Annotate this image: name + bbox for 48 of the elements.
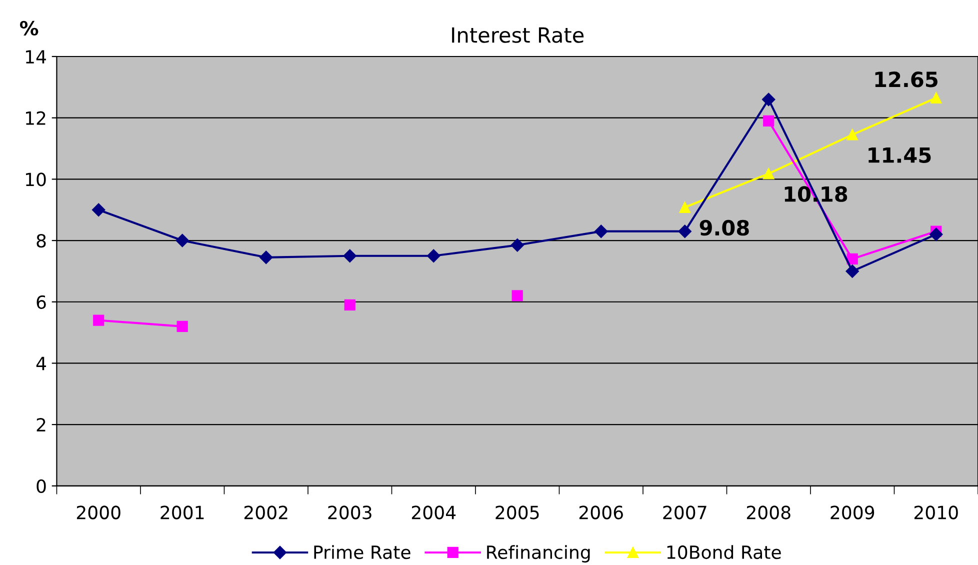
point [594,224,608,238]
chart-title: Interest Rate [452,27,584,43]
data-label: 11.45 [868,147,931,163]
point [92,203,106,216]
x-tick-label: 2008 [746,506,790,520]
point [846,129,858,140]
x-tick-label: 2010 [914,506,958,520]
legend-label: 10Bond Rate [667,545,781,560]
y-tick-label: 6 [36,295,46,309]
point [343,249,356,262]
y-tick-label: 0 [36,479,46,494]
x-tick-label: 2007 [663,506,706,520]
point [344,299,356,310]
point [512,290,523,302]
point [176,320,188,332]
x-tick-label: 2001 [160,506,204,520]
x-tick-label: 2000 [76,506,120,520]
y-tick-label: 12 [26,111,46,125]
point [846,253,858,264]
y-tick-label: 2 [36,418,46,432]
point [510,238,524,252]
x-tick-label: 2003 [328,506,372,520]
y-tick-label: 14 [26,50,46,64]
x-tick-label: 2005 [496,506,539,520]
point [846,264,859,278]
point [930,228,943,241]
point [763,115,774,126]
y-tick-label: 4 [36,356,46,370]
data-label: 12.65 [875,72,938,88]
point [678,224,692,238]
x-tick-label: 2006 [579,506,623,520]
x-tick-label: 2002 [244,506,288,520]
data-label: 9.08 [700,220,749,236]
point [763,168,774,180]
point [930,92,942,104]
point [176,234,189,248]
point [679,202,690,213]
point [427,249,440,262]
point [762,92,776,106]
y-tick-label: 10 [26,172,46,186]
y-axis-title: % [20,20,38,36]
legend-label: Prime Rate [314,545,410,560]
x-tick-label: 2009 [830,506,874,520]
point [260,250,273,264]
point [93,314,104,326]
legend-label: Refinancing [487,545,590,563]
y-tick-label: 8 [36,234,46,248]
x-tick-label: 2004 [412,506,456,520]
